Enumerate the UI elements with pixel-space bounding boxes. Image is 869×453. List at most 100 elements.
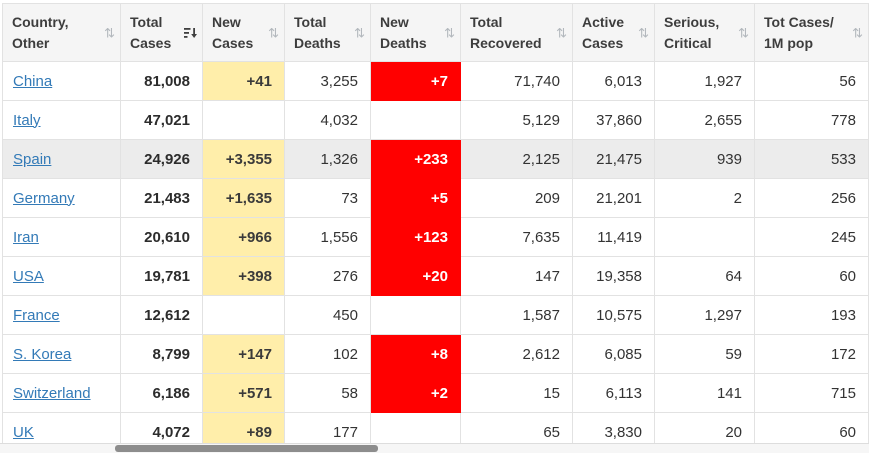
table-row[interactable]: Germany 21,483 +1,635 73 +5 209 21,201 2… bbox=[2, 178, 869, 218]
new-cases-cell: +147 bbox=[202, 334, 285, 374]
cases-per-1m-cell: 172 bbox=[754, 334, 869, 374]
col-header-label: Cases bbox=[212, 34, 254, 51]
horizontal-scrollbar-track[interactable] bbox=[0, 443, 869, 453]
col-header-label: Country, bbox=[12, 14, 69, 31]
sort-descending-active-icon bbox=[184, 26, 197, 39]
total-cases-cell: 47,021 bbox=[120, 100, 203, 140]
col-header-label: Other bbox=[12, 34, 50, 51]
total-cases-cell: 19,781 bbox=[120, 256, 203, 296]
col-header-active-cases[interactable]: Active Cases ⇅ bbox=[572, 3, 655, 62]
new-cases-cell: +41 bbox=[202, 61, 285, 101]
serious-critical-cell: 64 bbox=[654, 256, 755, 296]
new-cases-cell: +571 bbox=[202, 373, 285, 413]
country-link[interactable]: China bbox=[13, 72, 53, 90]
col-header-total-cases[interactable]: Total Cases bbox=[120, 3, 203, 62]
table-row[interactable]: France 12,612 450 1,587 10,575 1,297 193 bbox=[2, 295, 869, 335]
new-deaths-cell: +8 bbox=[370, 334, 461, 374]
cases-per-1m-cell: 193 bbox=[754, 295, 869, 335]
table-row[interactable]: China 81,008 +41 3,255 +7 71,740 6,013 1… bbox=[2, 61, 869, 101]
country-link[interactable]: Switzerland bbox=[13, 384, 91, 402]
active-cases-cell: 11,419 bbox=[572, 217, 655, 257]
total-recovered-cell: 7,635 bbox=[460, 217, 573, 257]
country-link[interactable]: UK bbox=[13, 423, 34, 441]
active-cases-cell: 21,201 bbox=[572, 178, 655, 218]
total-recovered-cell: 2,612 bbox=[460, 334, 573, 374]
table-row[interactable]: Spain 24,926 +3,355 1,326 +233 2,125 21,… bbox=[2, 139, 869, 179]
active-cases-cell: 10,575 bbox=[572, 295, 655, 335]
col-header-serious-critical[interactable]: Serious, Critical ⇅ bbox=[654, 3, 755, 62]
table-row[interactable]: Switzerland 6,186 +571 58 +2 15 6,113 14… bbox=[2, 373, 869, 413]
new-deaths-cell: +233 bbox=[370, 139, 461, 179]
col-header-label: New bbox=[380, 14, 409, 31]
total-deaths-cell: 1,326 bbox=[284, 139, 371, 179]
country-cell: France bbox=[2, 295, 121, 335]
country-cell: USA bbox=[2, 256, 121, 296]
new-deaths-cell bbox=[370, 295, 461, 335]
active-cases-cell: 6,013 bbox=[572, 61, 655, 101]
total-recovered-cell: 147 bbox=[460, 256, 573, 296]
sort-both-icon: ⇅ bbox=[444, 25, 455, 40]
table-row[interactable]: Iran 20,610 +966 1,556 +123 7,635 11,419… bbox=[2, 217, 869, 257]
total-deaths-cell: 276 bbox=[284, 256, 371, 296]
country-link[interactable]: France bbox=[13, 306, 60, 324]
new-deaths-cell: +7 bbox=[370, 61, 461, 101]
country-link[interactable]: Germany bbox=[13, 189, 75, 207]
col-header-total-deaths[interactable]: Total Deaths ⇅ bbox=[284, 3, 371, 62]
sort-both-icon: ⇅ bbox=[738, 25, 749, 40]
new-deaths-cell: +2 bbox=[370, 373, 461, 413]
active-cases-cell: 19,358 bbox=[572, 256, 655, 296]
active-cases-cell: 6,113 bbox=[572, 373, 655, 413]
col-header-new-cases[interactable]: New Cases ⇅ bbox=[202, 3, 285, 62]
total-deaths-cell: 58 bbox=[284, 373, 371, 413]
new-deaths-cell: +20 bbox=[370, 256, 461, 296]
col-header-country[interactable]: Country, Other ⇅ bbox=[2, 3, 121, 62]
col-header-total-recovered[interactable]: Total Recovered ⇅ bbox=[460, 3, 573, 62]
col-header-label: New bbox=[212, 14, 241, 31]
table-row[interactable]: USA 19,781 +398 276 +20 147 19,358 64 60 bbox=[2, 256, 869, 296]
horizontal-scrollbar-thumb[interactable] bbox=[115, 445, 378, 452]
country-link[interactable]: Italy bbox=[13, 111, 41, 129]
country-cell: China bbox=[2, 61, 121, 101]
new-deaths-cell: +123 bbox=[370, 217, 461, 257]
serious-critical-cell: 141 bbox=[654, 373, 755, 413]
countries-stats-table: Country, Other ⇅ Total Cases bbox=[2, 3, 869, 452]
country-link[interactable]: Spain bbox=[13, 150, 52, 168]
active-cases-cell: 6,085 bbox=[572, 334, 655, 374]
cases-per-1m-cell: 715 bbox=[754, 373, 869, 413]
active-cases-cell: 37,860 bbox=[572, 100, 655, 140]
country-cell: Switzerland bbox=[2, 373, 121, 413]
cases-per-1m-cell: 256 bbox=[754, 178, 869, 218]
new-cases-cell: +1,635 bbox=[202, 178, 285, 218]
new-deaths-cell: +5 bbox=[370, 178, 461, 218]
total-deaths-cell: 3,255 bbox=[284, 61, 371, 101]
col-header-label: Total bbox=[294, 14, 327, 31]
total-cases-cell: 20,610 bbox=[120, 217, 203, 257]
table-header: Country, Other ⇅ Total Cases bbox=[2, 3, 869, 62]
col-header-cases-per-1m[interactable]: Tot Cases/ 1M pop ⇅ bbox=[754, 3, 869, 62]
col-header-label: Total bbox=[130, 14, 163, 31]
cases-per-1m-cell: 533 bbox=[754, 139, 869, 179]
new-cases-cell bbox=[202, 100, 285, 140]
total-deaths-cell: 1,556 bbox=[284, 217, 371, 257]
serious-critical-cell: 1,927 bbox=[654, 61, 755, 101]
total-recovered-cell: 2,125 bbox=[460, 139, 573, 179]
active-cases-cell: 21,475 bbox=[572, 139, 655, 179]
table-row[interactable]: S. Korea 8,799 +147 102 +8 2,612 6,085 5… bbox=[2, 334, 869, 374]
country-link[interactable]: Iran bbox=[13, 228, 39, 246]
col-header-label: Tot Cases/ bbox=[764, 14, 834, 31]
country-cell: Italy bbox=[2, 100, 121, 140]
country-link[interactable]: S. Korea bbox=[13, 345, 72, 363]
table-row[interactable]: Italy 47,021 4,032 5,129 37,860 2,655 77… bbox=[2, 100, 869, 140]
serious-critical-cell: 2,655 bbox=[654, 100, 755, 140]
country-cell: Spain bbox=[2, 139, 121, 179]
country-link[interactable]: USA bbox=[13, 267, 44, 285]
col-header-new-deaths[interactable]: New Deaths ⇅ bbox=[370, 3, 461, 62]
serious-critical-cell: 1,297 bbox=[654, 295, 755, 335]
new-cases-cell bbox=[202, 295, 285, 335]
total-cases-cell: 12,612 bbox=[120, 295, 203, 335]
sort-both-icon: ⇅ bbox=[852, 25, 863, 40]
sort-both-icon: ⇅ bbox=[354, 25, 365, 40]
new-cases-cell: +398 bbox=[202, 256, 285, 296]
col-header-label: Cases bbox=[130, 34, 172, 51]
total-cases-cell: 81,008 bbox=[120, 61, 203, 101]
